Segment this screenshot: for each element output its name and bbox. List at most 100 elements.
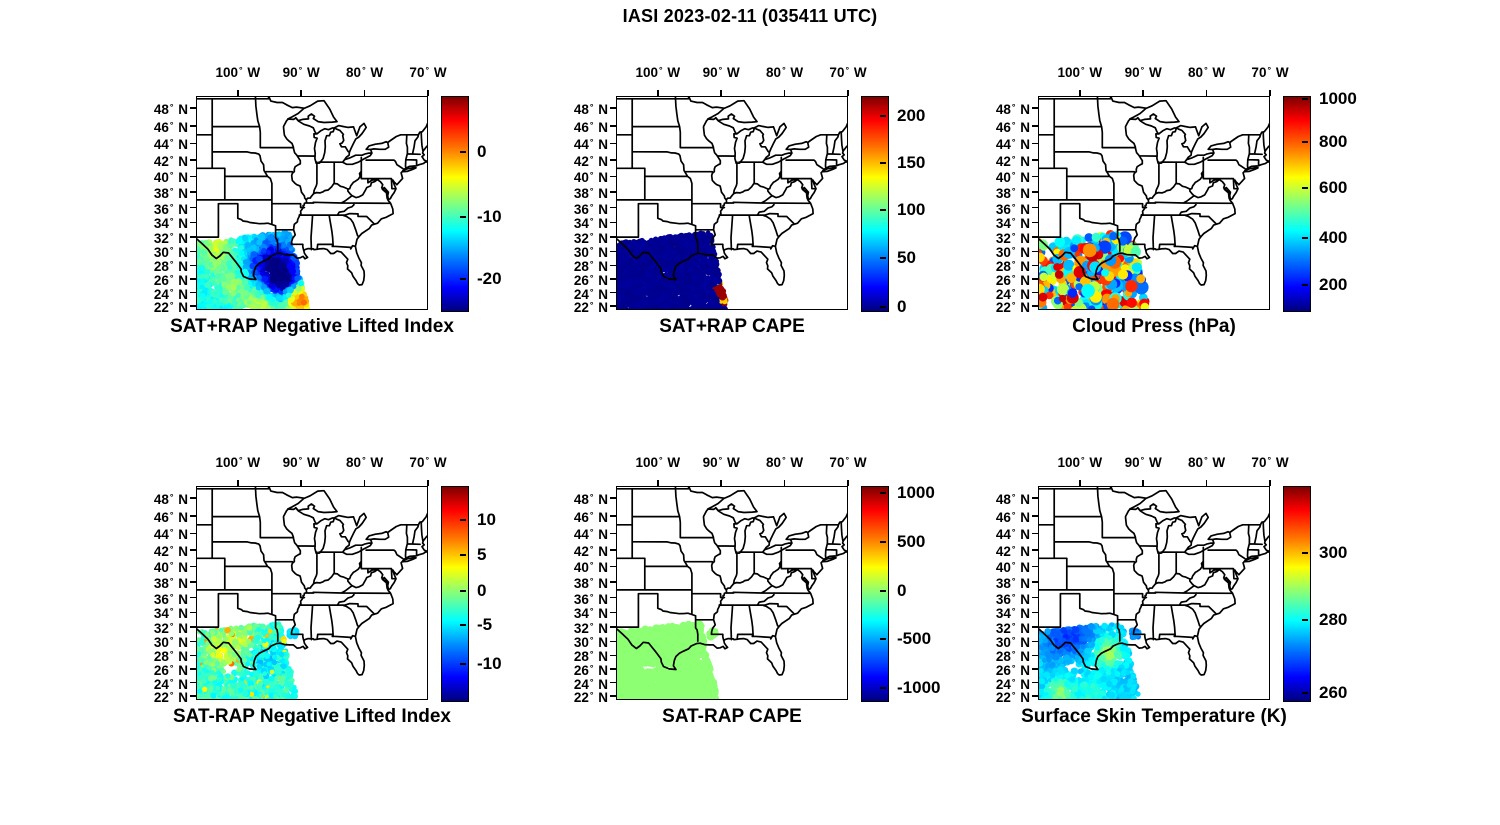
degree-symbol: ° xyxy=(845,455,850,465)
colorbar-tick xyxy=(460,215,466,218)
degree-symbol: ° xyxy=(169,676,174,687)
panel-title: Cloud Press (hPa) xyxy=(1072,316,1236,337)
lon-axis-tick xyxy=(237,480,239,486)
lat-axis-tick xyxy=(1032,695,1038,697)
lat-axis-tick xyxy=(1032,125,1038,127)
lat-tick-label: 30° N xyxy=(153,245,188,261)
panel-sat-minus-rap-cape: SAT-RAP CAPE 100° W 90° W 80° W 70° W 48° N 4… xyxy=(541,446,977,746)
axes-frame xyxy=(616,96,848,310)
degree-symbol: ° xyxy=(169,286,174,297)
map-plot xyxy=(1038,486,1270,700)
lon-axis-tick xyxy=(300,90,302,96)
axes-frame xyxy=(1038,486,1270,700)
colorbar-tick-label: 400 xyxy=(1319,228,1348,248)
degree-symbol: ° xyxy=(169,510,174,521)
lon-tick-label: 70° W xyxy=(1251,455,1289,470)
lat-tick-label: 44° N xyxy=(153,527,188,543)
lat-tick-label: 40° N xyxy=(153,560,188,576)
data-swath-dots xyxy=(617,620,720,699)
lat-tick-label: 24° N xyxy=(573,286,608,302)
lon-tick-label: 100° W xyxy=(635,455,681,470)
lat-tick-label: 30° N xyxy=(153,635,188,651)
lat-axis-tick xyxy=(1032,291,1038,294)
lat-axis-tick xyxy=(1032,611,1038,614)
map-svg xyxy=(1038,486,1270,700)
colorbar-tick xyxy=(880,590,886,593)
lat-tick-label: 44° N xyxy=(153,137,188,153)
colorbar-tick-label: 200 xyxy=(1319,274,1348,294)
lat-axis-tick xyxy=(610,565,616,568)
degree-symbol: ° xyxy=(589,663,594,674)
lon-tick-label: 100° W xyxy=(215,65,261,80)
degree-symbol: ° xyxy=(169,137,174,148)
colorbar-tick xyxy=(880,256,886,259)
data-swath-dots xyxy=(617,230,729,309)
lat-axis-tick xyxy=(1032,654,1038,657)
lat-tick-label: 48° N xyxy=(995,492,1030,508)
lat-axis-tick xyxy=(610,250,616,253)
degree-symbol: ° xyxy=(1011,635,1016,646)
lat-tick-label: 26° N xyxy=(573,663,608,679)
colorbar-tick xyxy=(880,687,886,690)
lat-axis-tick xyxy=(190,175,196,178)
degree-symbol: ° xyxy=(1204,455,1208,465)
lat-axis-tick xyxy=(1032,565,1038,568)
lat-tick-label: 26° N xyxy=(573,273,608,289)
colorbar-tick xyxy=(460,519,466,522)
lat-axis-tick xyxy=(190,668,196,670)
lat-tick-label: 22° N xyxy=(153,690,188,706)
lat-axis-tick xyxy=(190,654,196,657)
lat-axis-tick xyxy=(190,159,196,161)
degree-symbol: ° xyxy=(1011,510,1016,521)
lat-axis-tick xyxy=(610,681,616,684)
map-svg xyxy=(616,96,848,310)
lat-tick-label: 32° N xyxy=(995,621,1030,637)
lat-axis-tick xyxy=(1032,305,1038,307)
panel-title: SAT-RAP CAPE xyxy=(662,706,802,727)
colorbar-tick xyxy=(460,277,466,280)
lon-tick-label: 70° W xyxy=(829,65,867,80)
lat-tick-label: 46° N xyxy=(153,510,188,526)
lat-axis-tick xyxy=(1032,191,1038,193)
degree-symbol: ° xyxy=(1011,273,1016,284)
degree-symbol: ° xyxy=(1011,690,1016,701)
colorbar xyxy=(861,486,889,702)
lat-axis-tick xyxy=(190,581,196,583)
degree-symbol: ° xyxy=(169,154,174,165)
colorbar-tick-label: -500 xyxy=(897,629,932,648)
lat-axis-tick xyxy=(610,159,616,161)
lat-tick-label: 38° N xyxy=(153,576,188,592)
lat-tick-label: 40° N xyxy=(573,170,608,186)
lat-axis-tick xyxy=(190,532,196,535)
colorbar xyxy=(441,96,469,312)
lat-tick-label: 48° N xyxy=(995,102,1030,118)
lat-tick-label: 34° N xyxy=(153,606,188,622)
lon-tick-label: 90° W xyxy=(1124,65,1162,80)
lat-tick-label: 38° N xyxy=(995,186,1030,202)
degree-symbol: ° xyxy=(169,216,174,227)
degree-symbol: ° xyxy=(1011,286,1016,297)
lon-axis-tick xyxy=(657,480,659,486)
lat-tick-label: 34° N xyxy=(573,606,608,622)
lat-tick-label: 46° N xyxy=(573,120,608,136)
lat-axis-tick xyxy=(610,264,616,267)
degree-symbol: ° xyxy=(169,492,174,503)
degree-symbol: ° xyxy=(169,560,174,571)
lat-axis-tick xyxy=(190,626,196,628)
lat-axis-tick xyxy=(610,668,616,670)
lat-axis-tick xyxy=(610,654,616,657)
degree-symbol: ° xyxy=(425,455,430,465)
degree-symbol: ° xyxy=(1011,216,1016,227)
lat-axis-tick xyxy=(190,565,196,568)
degree-symbol: ° xyxy=(589,676,594,687)
lat-axis-tick xyxy=(610,305,616,307)
colorbar-tick xyxy=(880,161,886,164)
degree-symbol: ° xyxy=(298,65,303,75)
lon-tick-label: 90° W xyxy=(282,65,320,80)
lon-tick-label: 80° W xyxy=(766,65,804,80)
figure-title: IASI 2023-02-11 (035411 UTC) xyxy=(622,6,878,26)
colorbar-tick xyxy=(1302,551,1308,554)
colorbar-tick-label: -10 xyxy=(477,654,502,674)
state-borders xyxy=(617,97,847,286)
map-plot xyxy=(616,96,848,310)
